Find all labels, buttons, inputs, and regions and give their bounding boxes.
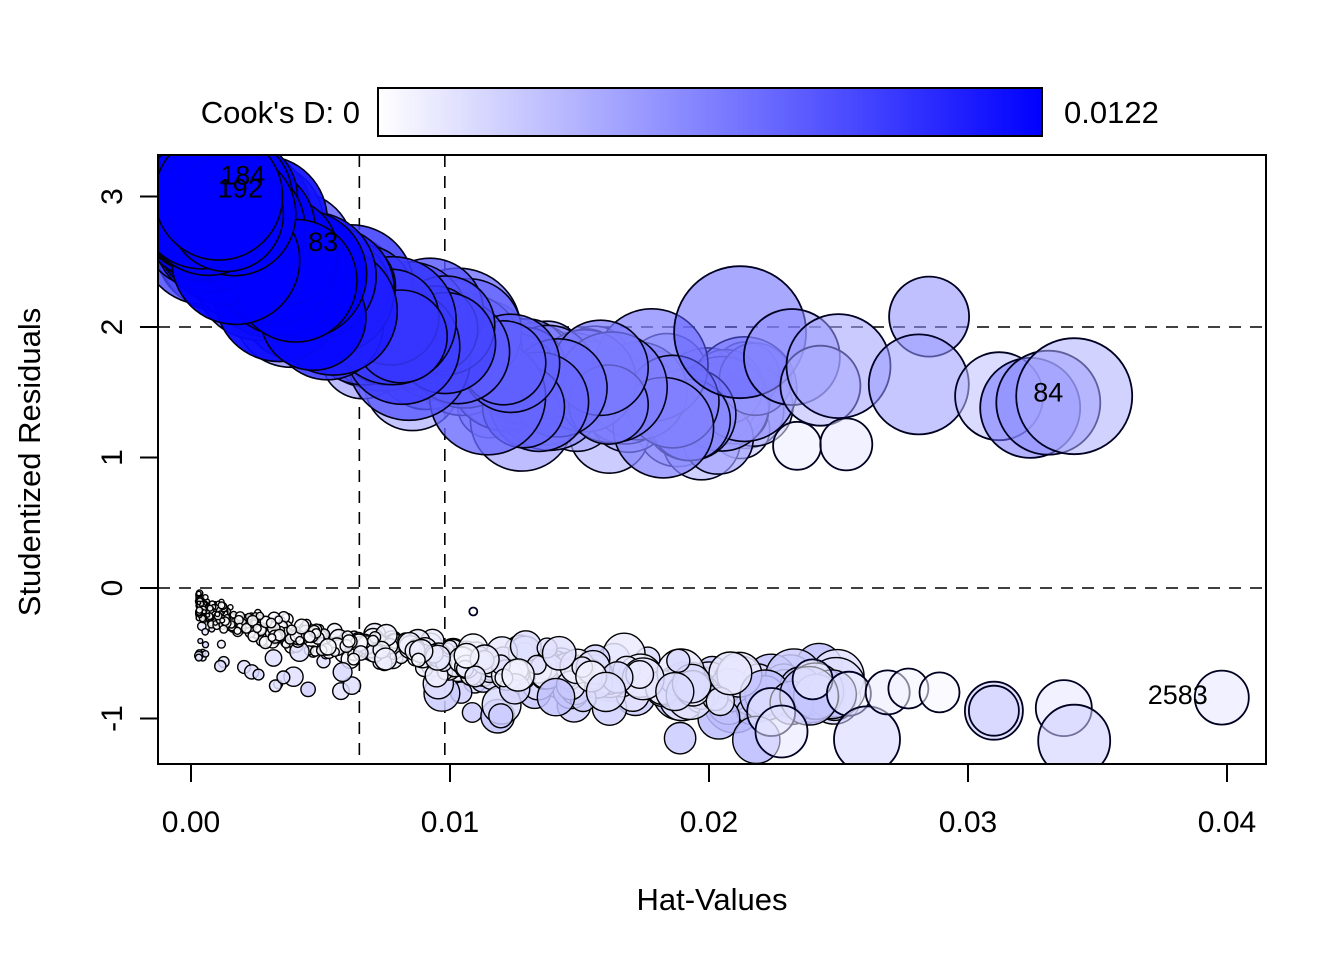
notable-point <box>468 606 479 617</box>
y-tick-label: 1 <box>96 449 129 466</box>
data-point <box>201 650 210 658</box>
notable-point <box>1015 337 1134 456</box>
data-point <box>197 637 204 645</box>
data-point <box>366 634 380 647</box>
data-point <box>295 635 305 646</box>
data-point <box>303 630 316 644</box>
notable-points <box>468 265 1250 764</box>
data-point <box>213 659 227 673</box>
data-point <box>233 626 242 635</box>
data-point <box>410 652 426 668</box>
data-point <box>286 624 298 636</box>
data-point <box>158 155 284 261</box>
plot-box <box>157 154 1267 765</box>
x-tick-label: 0.01 <box>421 806 479 839</box>
data-point <box>347 652 361 666</box>
data-point <box>196 600 202 606</box>
notable-point <box>772 420 822 471</box>
cooks-d-color-scale-bar <box>377 87 1043 137</box>
data-point <box>276 670 291 685</box>
data-point <box>240 622 252 634</box>
data-point <box>374 647 398 671</box>
point-label-2583: 2583 <box>1148 680 1208 710</box>
data-point <box>663 721 697 755</box>
data-point <box>342 634 356 648</box>
x-tick-label: 0.03 <box>939 806 997 839</box>
cooks-d-scale-min-label: Cook's D: 0 <box>201 95 360 130</box>
x-tick-label: 0.02 <box>680 806 738 839</box>
data-point <box>264 649 283 667</box>
point-label-84: 84 <box>1033 377 1063 407</box>
y-axis-title: Studentized Residuals <box>12 308 47 616</box>
data-point <box>214 611 221 618</box>
data-point <box>252 623 262 634</box>
data-point <box>541 635 577 671</box>
point-label-83: 83 <box>308 227 338 257</box>
data-point <box>255 611 265 621</box>
point-label-192: 192 <box>218 174 263 204</box>
data-point <box>342 676 362 695</box>
y-tick-label: 2 <box>96 319 129 336</box>
notable-point <box>968 684 1020 737</box>
data-point <box>205 612 211 618</box>
notable-point <box>819 417 874 472</box>
point-label-184: 184 <box>220 161 265 191</box>
data-point <box>265 617 277 629</box>
y-tick-label: 3 <box>96 188 129 205</box>
data-point <box>268 679 283 693</box>
data-point <box>216 639 227 649</box>
data-point <box>194 653 203 662</box>
plot-chrome: 0.00 0.01 0.02 0.03 0.04 -1 0 1 2 3 Hat-Values St… <box>12 87 1267 917</box>
notable-point <box>833 705 901 764</box>
x-axis-title: Hat-Values <box>636 882 787 917</box>
y-tick-label: -1 <box>96 705 129 732</box>
data-point <box>655 671 695 712</box>
data-point <box>219 624 229 634</box>
data-point <box>319 638 337 656</box>
data-point <box>464 665 487 688</box>
data-point <box>501 658 535 692</box>
data-point <box>536 677 576 717</box>
data-point <box>453 642 480 669</box>
data-point <box>201 627 210 636</box>
data-point <box>585 671 627 713</box>
data-point <box>206 604 214 612</box>
notable-point <box>867 333 970 436</box>
data-point <box>488 703 514 729</box>
data-point <box>666 648 691 673</box>
data-point <box>708 651 753 696</box>
data-point <box>332 661 353 683</box>
notable-point <box>918 671 961 714</box>
data-point <box>461 702 483 724</box>
data-point <box>217 601 226 610</box>
cooks-d-scale-max-label: 0.0122 <box>1064 95 1159 130</box>
data-point <box>300 681 316 698</box>
data-point <box>201 641 210 649</box>
plot-data-layer <box>158 155 1266 764</box>
y-tick-label: 0 <box>96 580 129 597</box>
notable-point <box>754 704 809 759</box>
notable-point <box>1193 669 1250 726</box>
x-tick-label: 0.00 <box>162 806 220 839</box>
x-tick-label: 0.04 <box>1198 806 1256 839</box>
data-point <box>252 668 265 681</box>
notable-point <box>1037 703 1112 764</box>
data-point <box>195 590 202 597</box>
data-point <box>246 614 259 627</box>
data-point <box>195 606 204 614</box>
data-point <box>267 633 277 643</box>
axes-layer: 0.00 0.01 0.02 0.03 0.04 -1 0 1 2 3 <box>96 188 1256 839</box>
